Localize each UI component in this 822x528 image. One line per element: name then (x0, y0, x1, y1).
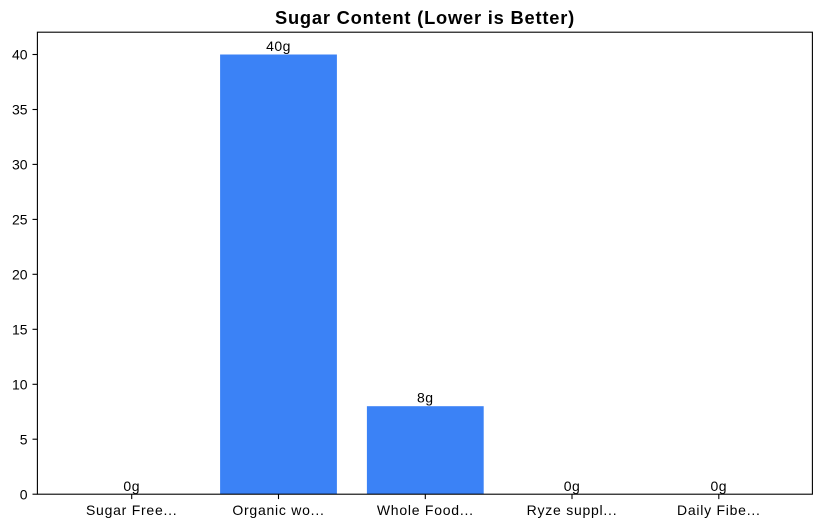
svg-text:35: 35 (12, 102, 28, 118)
svg-text:40g: 40g (266, 38, 291, 54)
svg-text:40: 40 (12, 47, 28, 63)
svg-text:Sugar Free...: Sugar Free... (86, 502, 177, 518)
svg-text:Daily Fibe...: Daily Fibe... (677, 502, 761, 518)
svg-text:30: 30 (12, 157, 28, 173)
svg-text:Organic wo...: Organic wo... (232, 502, 324, 518)
svg-text:5: 5 (20, 431, 28, 447)
svg-text:Sugar Content (Lower is Better: Sugar Content (Lower is Better) (275, 7, 575, 28)
svg-text:25: 25 (12, 212, 28, 228)
svg-text:Whole Food...: Whole Food... (377, 502, 474, 518)
svg-text:0: 0 (20, 486, 28, 502)
svg-text:0g: 0g (123, 478, 140, 494)
svg-text:Ryze suppl...: Ryze suppl... (527, 502, 618, 518)
svg-text:8g: 8g (417, 390, 434, 406)
svg-text:0g: 0g (711, 478, 728, 494)
svg-text:10: 10 (12, 376, 28, 392)
svg-text:0g: 0g (564, 478, 581, 494)
svg-text:20: 20 (12, 266, 28, 282)
svg-text:15: 15 (12, 321, 28, 337)
